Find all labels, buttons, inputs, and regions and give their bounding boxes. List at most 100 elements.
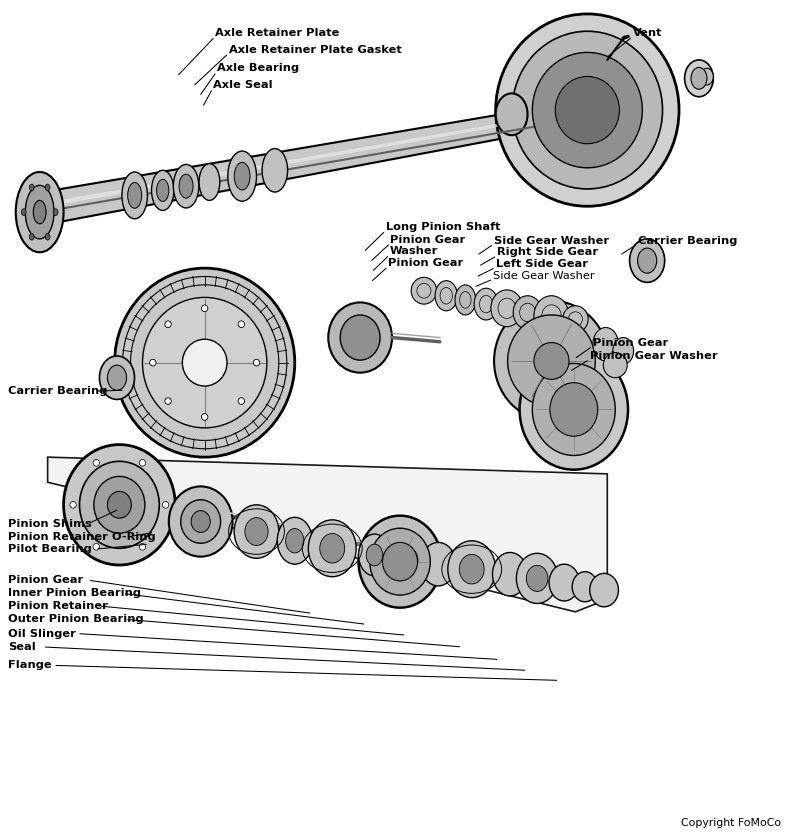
Ellipse shape [63,445,175,565]
Ellipse shape [262,149,287,192]
Text: Pinion Retainer: Pinion Retainer [8,601,108,611]
Ellipse shape [107,492,131,519]
Ellipse shape [254,359,260,366]
Text: Oil Slinger: Oil Slinger [8,628,76,638]
Ellipse shape [114,268,294,457]
Ellipse shape [638,248,657,274]
Ellipse shape [30,233,34,240]
Text: Long Pinion Shaft: Long Pinion Shaft [386,222,500,232]
Ellipse shape [493,552,527,596]
Ellipse shape [358,516,442,607]
Ellipse shape [150,359,156,366]
Ellipse shape [562,305,588,332]
Text: Axle Retainer Plate: Axle Retainer Plate [215,29,339,38]
Ellipse shape [435,281,458,310]
Ellipse shape [603,352,627,378]
Ellipse shape [532,363,615,456]
Ellipse shape [93,544,99,550]
Text: Carrier Bearing: Carrier Bearing [8,386,107,396]
Ellipse shape [526,565,548,591]
Text: Pinion Retainer O-Ring: Pinion Retainer O-Ring [8,532,155,541]
Ellipse shape [165,398,171,404]
Ellipse shape [26,185,54,239]
Ellipse shape [107,365,126,390]
Ellipse shape [382,543,418,581]
Text: Pinion Gear: Pinion Gear [388,258,463,268]
Ellipse shape [99,356,134,399]
Ellipse shape [572,571,598,602]
Text: Pinion Gear: Pinion Gear [593,337,668,347]
Ellipse shape [701,68,714,85]
Ellipse shape [320,534,345,563]
Ellipse shape [181,500,221,544]
Ellipse shape [514,295,542,329]
Ellipse shape [151,170,174,211]
Text: Side Gear Washer: Side Gear Washer [494,236,609,246]
Text: Side Gear Washer: Side Gear Washer [494,271,595,281]
Ellipse shape [162,502,169,508]
Ellipse shape [691,67,707,89]
Ellipse shape [234,163,250,190]
Ellipse shape [157,180,169,201]
Ellipse shape [534,342,569,379]
Polygon shape [48,457,607,612]
Text: Copyright FoMoCo: Copyright FoMoCo [681,817,781,827]
Ellipse shape [455,285,476,315]
Text: Axle Retainer Plate Gasket: Axle Retainer Plate Gasket [229,45,402,55]
Ellipse shape [549,564,579,601]
Ellipse shape [46,233,50,240]
Ellipse shape [142,297,267,428]
Ellipse shape [79,461,159,548]
Text: Left Side Gear: Left Side Gear [496,259,588,269]
Ellipse shape [340,315,380,360]
Ellipse shape [54,209,58,216]
Ellipse shape [165,320,171,327]
Ellipse shape [30,184,34,190]
Ellipse shape [139,544,146,550]
Ellipse shape [448,541,496,597]
Ellipse shape [202,414,208,420]
Ellipse shape [139,460,146,466]
Ellipse shape [366,545,382,565]
Ellipse shape [550,383,598,436]
Ellipse shape [328,302,392,373]
Ellipse shape [179,175,193,198]
Ellipse shape [122,172,147,219]
Ellipse shape [421,543,456,586]
Ellipse shape [174,164,199,208]
Ellipse shape [532,52,642,168]
Ellipse shape [516,553,558,603]
Ellipse shape [202,305,208,311]
Ellipse shape [496,14,679,206]
Ellipse shape [613,337,634,364]
Ellipse shape [93,460,99,466]
Ellipse shape [34,201,46,224]
Ellipse shape [459,555,484,584]
Ellipse shape [358,534,390,576]
Text: Outer Pinion Bearing: Outer Pinion Bearing [8,614,143,624]
Text: Inner Pinion Bearing: Inner Pinion Bearing [8,588,141,598]
Text: Pinion Gear Washer: Pinion Gear Washer [590,351,718,361]
Ellipse shape [245,518,268,545]
Ellipse shape [508,315,595,407]
Ellipse shape [519,349,628,470]
Text: Carrier Bearing: Carrier Bearing [638,236,737,246]
Ellipse shape [389,537,427,583]
Ellipse shape [22,209,26,216]
Text: Axle Seal: Axle Seal [213,80,272,90]
Text: Pinion Shims: Pinion Shims [8,519,91,529]
Text: Seal: Seal [8,642,35,652]
Text: Flange: Flange [8,660,51,670]
Ellipse shape [238,398,245,404]
Ellipse shape [238,320,245,327]
Ellipse shape [308,520,356,576]
Ellipse shape [16,172,63,253]
Ellipse shape [398,548,418,572]
Ellipse shape [234,505,279,558]
Text: Axle Bearing: Axle Bearing [217,63,298,73]
Ellipse shape [199,164,220,201]
Ellipse shape [555,76,619,143]
Ellipse shape [191,511,210,533]
Ellipse shape [411,278,437,304]
Polygon shape [38,113,510,225]
